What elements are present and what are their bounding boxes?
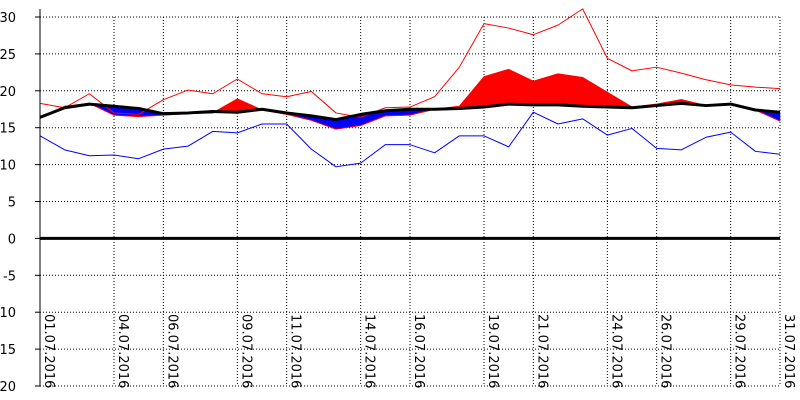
normal-series-line [39, 101, 781, 122]
x-tick-label: 01.07.2016 [41, 314, 56, 388]
x-tick-label: 21.07.2016 [534, 314, 549, 388]
y-tick-label: 15 [0, 122, 16, 137]
x-tick-label: 09.07.2016 [238, 314, 253, 388]
above-normal-fill [582, 77, 608, 108]
y-tick-label: 10 [0, 159, 16, 174]
x-tick-label: 31.07.2016 [781, 314, 796, 388]
y-tick-label: -5 [3, 269, 16, 284]
above-normal-fill [557, 73, 583, 107]
chart-grid [39, 16, 781, 387]
x-tick-label: 06.07.2016 [164, 314, 179, 388]
y-tick-label: 20 [0, 85, 16, 100]
x-axis-ticks: 01.07.2016 04.07.2016 06.07.2016 09.07.2016… [41, 314, 796, 388]
y-tick-label: -20 [0, 380, 16, 395]
y-tick-label: 0 [8, 232, 16, 247]
max-series-line [39, 8, 781, 118]
y-tick-label: 30 [0, 11, 16, 26]
x-tick-label: 04.07.2016 [115, 314, 130, 388]
x-tick-label: 16.07.2016 [411, 314, 426, 388]
x-tick-label: 19.07.2016 [485, 314, 500, 388]
y-tick-label: -10 [0, 306, 16, 321]
x-tick-label: 14.07.2016 [362, 314, 377, 388]
y-tick-label: 25 [0, 48, 16, 63]
x-tick-label: 11.07.2016 [288, 314, 303, 388]
above-normal-fill [483, 69, 509, 108]
mean-series-line [39, 68, 781, 130]
above-normal-fill [533, 73, 559, 106]
series-lines [39, 8, 781, 168]
y-tick-label: 5 [8, 196, 16, 211]
y-tick-label: -15 [0, 343, 16, 358]
x-tick-label: 26.07.2016 [658, 314, 673, 388]
chart-axes [39, 9, 780, 386]
anomaly-fills [39, 69, 781, 130]
x-tick-label: 24.07.2016 [608, 314, 623, 388]
x-tick-label: 29.07.2016 [732, 314, 747, 388]
min-series-line [39, 111, 781, 168]
above-normal-fill [508, 69, 534, 106]
y-axis-ticks: 30 25 20 15 10 5 0 -5 -10 -15 -20 [0, 11, 40, 395]
